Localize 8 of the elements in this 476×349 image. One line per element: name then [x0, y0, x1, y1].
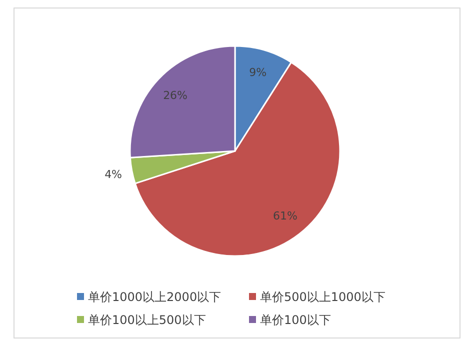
- data-label: 61%: [272, 210, 298, 223]
- legend-label: 单价100以上500以下: [88, 313, 206, 328]
- data-label: 26%: [163, 88, 188, 102]
- legend-label: 单价500以上1000以下: [260, 290, 386, 304]
- legend-label: 单价1000以上2000以下: [88, 290, 222, 304]
- data-label: 9%: [249, 66, 267, 80]
- data-label: 4%: [104, 168, 122, 182]
- legend-label: 单价100以下: [260, 313, 331, 328]
